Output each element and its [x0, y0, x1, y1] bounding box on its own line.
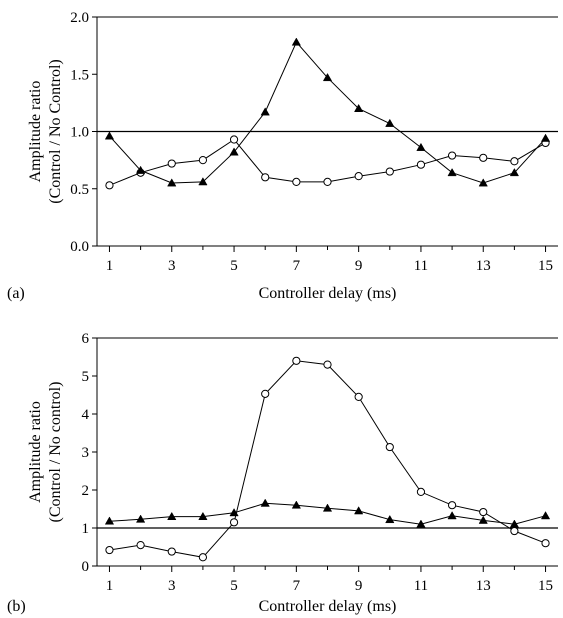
- data-point-triangle: [322, 72, 333, 82]
- data-point-triangle: [135, 514, 146, 523]
- data-point-triangle: [540, 133, 551, 142]
- data-point-circle: [105, 545, 114, 555]
- y-tick-label: 0.0: [70, 239, 89, 255]
- data-point-triangle: [478, 178, 488, 187]
- data-point-triangle: [104, 131, 115, 140]
- data-point-triangle: [509, 519, 520, 528]
- y-axis-label-line-2: (Control / No Control): [47, 59, 64, 203]
- data-point-triangle: [322, 503, 333, 512]
- panel-label: (a): [7, 285, 25, 302]
- y-axis-label-line-1: Amplitude ratio: [27, 401, 44, 503]
- data-point-triangle: [416, 519, 426, 528]
- y-axis-label-line-2: (Control / No control): [47, 382, 64, 523]
- data-point-triangle: [509, 168, 520, 177]
- x-tick-label: 11: [414, 578, 428, 594]
- y-tick-label: 1.5: [70, 67, 89, 83]
- data-point-triangle: [385, 514, 395, 524]
- data-point-circle: [323, 360, 332, 369]
- data-point-circle: [447, 151, 457, 160]
- data-point-circle: [416, 487, 426, 496]
- data-point-triangle: [416, 142, 426, 151]
- x-tick-label: 13: [476, 578, 491, 594]
- y-tick-label: 1: [82, 521, 90, 537]
- y-tick-label: 3: [82, 445, 90, 461]
- data-point-triangle: [385, 118, 395, 127]
- data-point-circle: [479, 153, 488, 162]
- data-point-triangle: [354, 506, 364, 515]
- data-point-circle: [167, 547, 176, 556]
- data-point-triangle: [167, 178, 177, 187]
- x-tick-label: 15: [538, 258, 553, 274]
- data-point-circle: [416, 160, 426, 169]
- x-tick-label: 1: [106, 258, 114, 274]
- y-axis-label-line-1: Amplitude ratio: [27, 81, 44, 183]
- data-point-triangle: [260, 498, 270, 507]
- data-point-circle: [385, 442, 394, 452]
- x-tick-label: 5: [230, 258, 238, 274]
- data-point-triangle: [478, 515, 488, 524]
- data-point-circle: [447, 501, 457, 510]
- data-point-circle: [323, 177, 332, 186]
- data-point-circle: [510, 526, 519, 536]
- y-tick-label: 6: [82, 331, 90, 347]
- x-tick-label: 13: [476, 258, 491, 274]
- x-tick-label: 7: [293, 578, 301, 594]
- x-tick-label: 7: [293, 258, 301, 274]
- data-point-triangle: [260, 107, 270, 116]
- data-point-triangle: [104, 516, 115, 525]
- data-point-triangle: [447, 511, 457, 520]
- data-point-circle: [354, 392, 363, 401]
- data-point-triangle: [198, 511, 208, 520]
- y-tick-label: 5: [82, 369, 90, 385]
- data-point-circle: [510, 157, 519, 166]
- panel-label: (b): [7, 598, 26, 615]
- y-tick-label: 0: [82, 559, 90, 575]
- x-tick-label: 15: [538, 578, 553, 594]
- x-tick-label: 11: [414, 258, 428, 274]
- data-point-triangle: [229, 147, 239, 156]
- data-point-circle: [105, 181, 114, 190]
- data-point-circle: [167, 159, 176, 168]
- x-tick-label: 9: [355, 578, 363, 594]
- data-point-triangle: [354, 103, 364, 112]
- data-point-triangle: [229, 508, 239, 517]
- x-tick-label: 9: [355, 258, 363, 274]
- x-tick-label: 5: [230, 578, 238, 594]
- data-point-circle: [385, 167, 394, 176]
- y-tick-label: 2: [82, 483, 90, 499]
- x-tick-label: 1: [106, 578, 114, 594]
- x-axis-label: Controller delay (ms): [259, 598, 397, 615]
- data-point-circle: [136, 541, 145, 550]
- y-tick-label: 2.0: [70, 10, 89, 26]
- data-point-circle: [198, 156, 208, 165]
- data-point-triangle: [198, 177, 208, 186]
- data-point-triangle: [167, 511, 177, 520]
- data-point-circle: [541, 539, 550, 548]
- data-point-circle: [261, 173, 270, 182]
- data-point-circle: [479, 507, 488, 517]
- data-point-triangle: [291, 500, 301, 509]
- data-point-circle: [261, 389, 270, 398]
- data-point-triangle: [291, 37, 301, 46]
- data-point-circle: [229, 518, 239, 527]
- x-tick-label: 3: [168, 578, 176, 594]
- y-tick-label: 4: [82, 407, 90, 423]
- y-tick-label: 1.0: [70, 125, 89, 141]
- data-point-circle: [198, 553, 208, 562]
- data-point-triangle: [135, 165, 146, 174]
- data-point-circle: [292, 177, 301, 186]
- data-point-triangle: [447, 168, 457, 177]
- data-point-triangle: [540, 511, 551, 520]
- data-point-circle: [354, 172, 363, 181]
- data-point-circle: [292, 356, 301, 365]
- x-axis-label: Controller delay (ms): [259, 285, 397, 302]
- y-tick-label: 0.5: [70, 182, 89, 198]
- x-tick-label: 3: [168, 258, 176, 274]
- data-point-circle: [229, 135, 239, 144]
